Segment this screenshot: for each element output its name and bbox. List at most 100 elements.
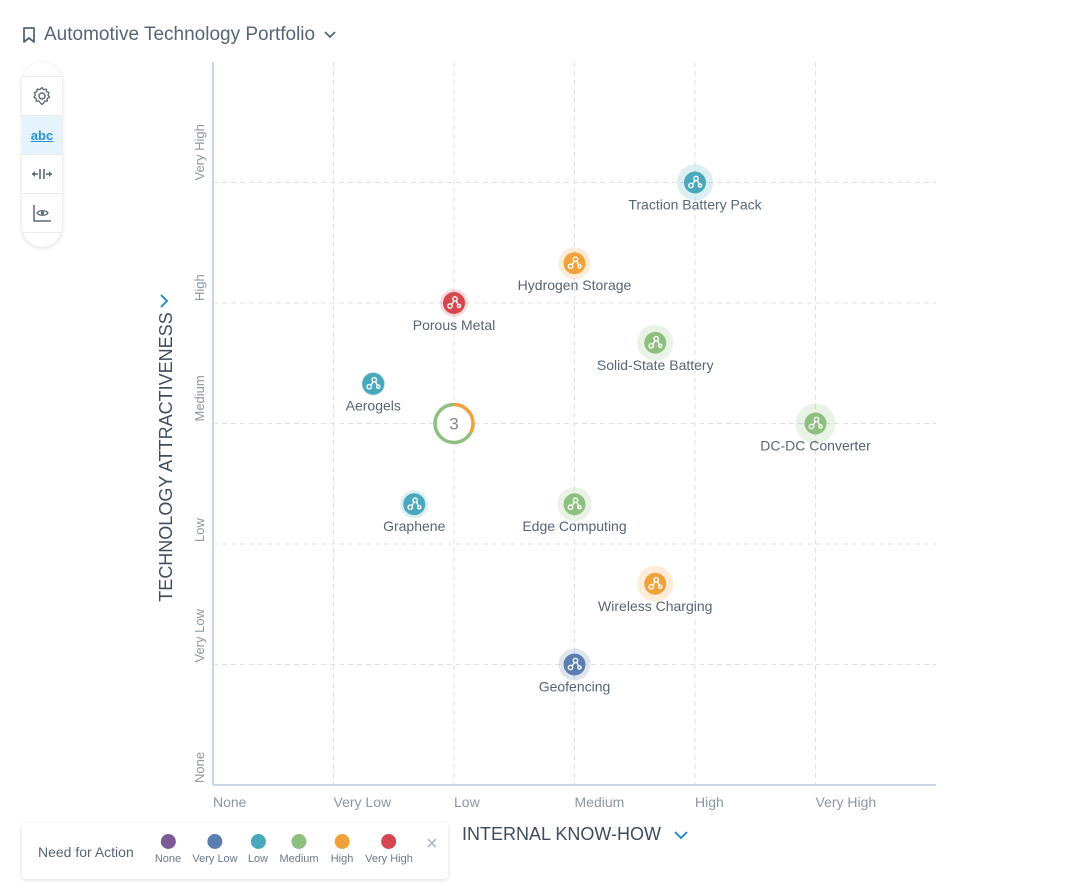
cluster-marker[interactable]: 3 <box>433 402 475 445</box>
labels-toggle-button[interactable]: abc <box>22 115 62 154</box>
data-point[interactable]: DC-DC Converter <box>760 403 871 454</box>
point-marker <box>403 493 426 516</box>
chevron-down-icon[interactable] <box>323 30 337 40</box>
icon-node <box>366 383 373 390</box>
legend-item[interactable]: Very Low <box>192 834 238 865</box>
icon-node <box>375 384 381 390</box>
technology-icon <box>688 175 703 189</box>
legend-dot <box>291 834 307 849</box>
icon-node <box>572 256 579 263</box>
legend-item[interactable]: None <box>155 834 181 865</box>
icon-node <box>407 504 414 511</box>
point-label: Porous Metal <box>413 317 495 333</box>
icon-node <box>657 584 663 590</box>
y-tick-label: Low <box>192 518 207 542</box>
legend-dot <box>250 834 266 849</box>
legend-item[interactable]: Low <box>248 834 268 865</box>
y-tick-label: Very High <box>192 124 207 180</box>
legend-label: Very Low <box>192 853 238 865</box>
icon-node <box>412 497 419 504</box>
legend-item[interactable]: High <box>330 834 354 865</box>
portfolio-title[interactable]: Automotive Technology Portfolio <box>22 24 337 46</box>
icon-node <box>577 665 582 670</box>
legend-label: Medium <box>279 853 319 865</box>
icon-link <box>571 661 580 667</box>
icon-node <box>693 175 699 182</box>
technology-icon <box>567 256 582 270</box>
icon-node <box>416 504 422 510</box>
legend-dot <box>160 834 176 849</box>
x-tick-label: None <box>213 794 247 810</box>
icon-node <box>447 303 453 309</box>
legend-label: Very High <box>365 853 413 865</box>
icon-node <box>572 497 579 504</box>
data-point[interactable]: Graphene <box>383 490 446 534</box>
legend-dot <box>207 834 223 849</box>
icon-link <box>652 581 660 586</box>
x-tick-label: Medium <box>575 794 625 810</box>
gear-icon <box>33 86 51 106</box>
cluster-segment <box>433 402 475 445</box>
cluster-count: 3 <box>449 415 458 434</box>
point-marker <box>443 292 465 314</box>
chart-eye-icon <box>33 205 51 222</box>
close-icon[interactable]: × <box>426 833 438 855</box>
icon-node <box>572 657 579 664</box>
settings-button[interactable] <box>22 76 62 115</box>
point-marker <box>644 331 667 354</box>
legend-label: Low <box>247 853 269 865</box>
spread-icon <box>32 169 52 179</box>
cluster-bg <box>435 404 473 443</box>
legend-label: High <box>330 853 354 865</box>
technology-icon <box>567 657 582 671</box>
point-marker <box>804 412 827 435</box>
icon-node <box>653 576 660 583</box>
icon-link <box>812 420 821 426</box>
legend-dot <box>334 834 350 849</box>
icon-node <box>577 504 582 510</box>
spread-button[interactable] <box>22 154 62 193</box>
icon-link <box>652 340 660 345</box>
legend-item[interactable]: Very High <box>365 834 413 865</box>
technology-icon <box>648 576 663 590</box>
data-point[interactable]: Traction Battery Pack <box>628 164 763 213</box>
point-marker <box>684 171 706 194</box>
icon-node <box>456 303 462 309</box>
icon-link <box>691 179 700 185</box>
legend-item[interactable]: Medium <box>279 834 319 865</box>
legend-dot <box>381 834 397 849</box>
x-tick-label: Very High <box>816 794 877 810</box>
data-point[interactable]: Wireless Charging <box>598 565 712 614</box>
x-axis-title: INTERNAL KNOW-HOW <box>462 824 662 844</box>
icon-link <box>571 260 580 266</box>
icon-node <box>813 416 820 423</box>
icon-link <box>411 501 419 507</box>
icon-node <box>452 296 458 302</box>
data-point[interactable]: Solid-State Battery <box>597 324 714 373</box>
chevron-down-icon[interactable] <box>673 830 689 840</box>
chevron-right-icon[interactable] <box>160 294 169 308</box>
technology-icon <box>366 376 381 390</box>
point-marker <box>563 252 586 275</box>
icon-node <box>657 343 663 349</box>
icon-node <box>653 335 660 342</box>
chart-toolbar: abc <box>22 62 62 247</box>
data-point[interactable]: Edge Computing <box>522 487 627 534</box>
data-point[interactable]: Geofencing <box>539 648 611 695</box>
axis-visibility-button[interactable] <box>22 193 62 233</box>
x-tick-label: High <box>695 794 724 810</box>
y-tick-label: High <box>192 274 207 301</box>
icon-node <box>577 263 582 269</box>
icon-link <box>571 501 580 507</box>
data-point[interactable]: Hydrogen Storage <box>518 247 632 293</box>
data-point[interactable]: Porous Metal <box>413 289 495 333</box>
x-axis-title-wrap[interactable]: INTERNAL KNOW-HOW <box>462 824 689 845</box>
point-label: Graphene <box>383 518 445 534</box>
x-tick-label: Very Low <box>334 794 392 810</box>
icon-link <box>450 300 459 305</box>
need-for-action-legend: Need for Action None Very Low Low Medium Hig… <box>22 823 448 879</box>
legend-title: Need for Action <box>38 844 134 860</box>
data-point[interactable]: Aerogels <box>346 371 401 414</box>
point-label: Edge Computing <box>522 518 626 534</box>
